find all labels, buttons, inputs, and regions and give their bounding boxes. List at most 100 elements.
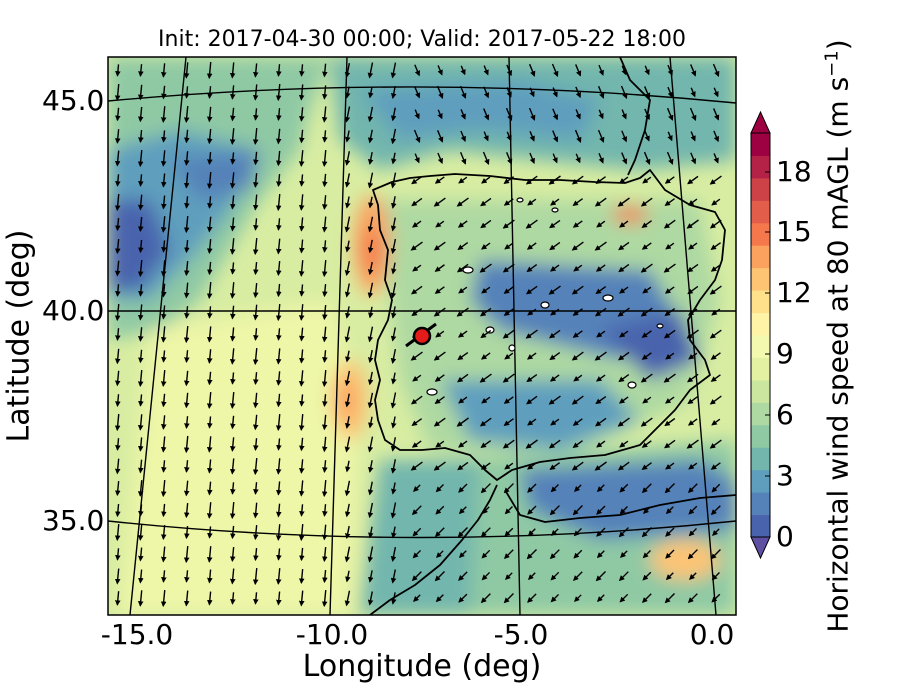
wind-vector bbox=[276, 481, 282, 496]
wind-vector bbox=[299, 504, 305, 517]
wind-vector bbox=[572, 308, 583, 316]
wind-vector bbox=[458, 440, 468, 448]
wind-vector bbox=[207, 306, 213, 319]
wind-vector bbox=[252, 84, 259, 101]
wind-vector bbox=[713, 108, 720, 121]
wind-vector bbox=[710, 352, 721, 360]
lon-m15-line bbox=[129, 57, 187, 615]
x-axis-label: Longitude (deg) bbox=[302, 649, 542, 684]
wind-vector bbox=[161, 460, 167, 473]
wind-vector bbox=[711, 593, 721, 603]
wind-vector bbox=[115, 328, 121, 341]
wind-vector bbox=[391, 372, 397, 385]
wind-vector bbox=[253, 592, 259, 605]
colorbar-swatch bbox=[751, 200, 770, 224]
wind-vector bbox=[160, 260, 167, 277]
wind-vector bbox=[161, 63, 167, 78]
wind-vector bbox=[643, 151, 651, 165]
wind-vector bbox=[594, 197, 607, 207]
wind-vector bbox=[620, 85, 628, 100]
wind-vector bbox=[367, 591, 374, 606]
wind-vector bbox=[434, 176, 445, 184]
wind-vector bbox=[572, 330, 583, 338]
wind-vector bbox=[482, 151, 490, 166]
colorbar-swatch bbox=[751, 177, 770, 201]
wind-vector bbox=[207, 526, 213, 539]
wind-vector bbox=[550, 418, 560, 426]
wind-vector bbox=[161, 173, 167, 188]
wind-vector bbox=[664, 483, 675, 494]
wind-vector bbox=[598, 153, 604, 164]
wind-vector bbox=[114, 348, 121, 365]
colorbar-tick-15: 15 bbox=[776, 215, 812, 248]
wind-vector bbox=[526, 373, 538, 383]
y-tick-40: 40.0 bbox=[42, 294, 105, 327]
wind-vector bbox=[456, 417, 469, 427]
wind-vector bbox=[480, 593, 491, 604]
wind-vector bbox=[160, 216, 167, 233]
wind-vector bbox=[596, 594, 605, 603]
wind-vector bbox=[595, 395, 607, 405]
wind-vector bbox=[138, 394, 144, 407]
wind-vector bbox=[574, 129, 582, 143]
wind-vector bbox=[482, 506, 490, 514]
wind-vector bbox=[367, 152, 374, 165]
wind-vector bbox=[161, 85, 167, 100]
wind-vector bbox=[344, 503, 351, 518]
wind-vector bbox=[710, 374, 721, 382]
wind-vector bbox=[275, 568, 282, 585]
wind-vector bbox=[230, 262, 236, 275]
wind-vector bbox=[617, 197, 630, 207]
lat-35-line bbox=[108, 520, 736, 539]
wind-vector bbox=[528, 107, 536, 121]
wind-vector bbox=[299, 64, 305, 77]
wind-vector bbox=[458, 483, 468, 493]
wind-vector bbox=[115, 174, 121, 187]
wind-vector bbox=[183, 151, 190, 166]
wind-vector bbox=[367, 392, 374, 409]
wind-vector bbox=[138, 239, 144, 254]
wind-vector bbox=[435, 440, 445, 448]
wind-vector bbox=[686, 329, 699, 339]
wind-vector bbox=[252, 282, 259, 299]
wind-vector bbox=[114, 260, 121, 277]
wind-vector bbox=[596, 440, 606, 448]
wind-vector bbox=[344, 370, 351, 387]
wind-vector bbox=[575, 153, 581, 164]
wind-vector bbox=[621, 152, 628, 165]
wind-vector bbox=[252, 128, 259, 146]
wind-vector bbox=[548, 439, 561, 449]
wind-vector bbox=[687, 175, 699, 185]
x-tick-m10: -10.0 bbox=[295, 618, 369, 651]
wind-vector bbox=[299, 217, 305, 232]
wind-vector bbox=[621, 109, 627, 120]
wind-vector bbox=[275, 261, 282, 277]
wind-vector bbox=[710, 549, 721, 560]
wind-vector bbox=[687, 418, 698, 426]
wind-vector bbox=[641, 483, 652, 494]
wind-vector bbox=[253, 328, 259, 341]
wind-vector bbox=[688, 242, 698, 250]
wind-vector bbox=[503, 176, 514, 184]
wind-vector bbox=[390, 62, 397, 79]
wind-vector bbox=[552, 130, 559, 143]
colorbar-swatch bbox=[751, 424, 770, 448]
wind-vector bbox=[550, 308, 560, 316]
wind-vector bbox=[252, 392, 259, 409]
wind-vector bbox=[665, 506, 674, 515]
wind-vector bbox=[665, 527, 675, 537]
wind-vector bbox=[344, 480, 351, 497]
wind-vector bbox=[712, 528, 720, 536]
wind-vector bbox=[644, 65, 650, 76]
wind-vector bbox=[642, 571, 652, 581]
wind-vector bbox=[276, 328, 282, 341]
site-marker bbox=[405, 322, 437, 348]
wind-vector bbox=[506, 131, 512, 142]
wind-vector bbox=[115, 217, 121, 232]
wind-vector bbox=[688, 462, 698, 470]
wind-vector bbox=[527, 593, 537, 603]
wind-vector bbox=[596, 484, 605, 493]
wind-vector bbox=[115, 438, 121, 451]
wind-vector bbox=[183, 172, 190, 189]
wind-vector bbox=[433, 241, 446, 251]
